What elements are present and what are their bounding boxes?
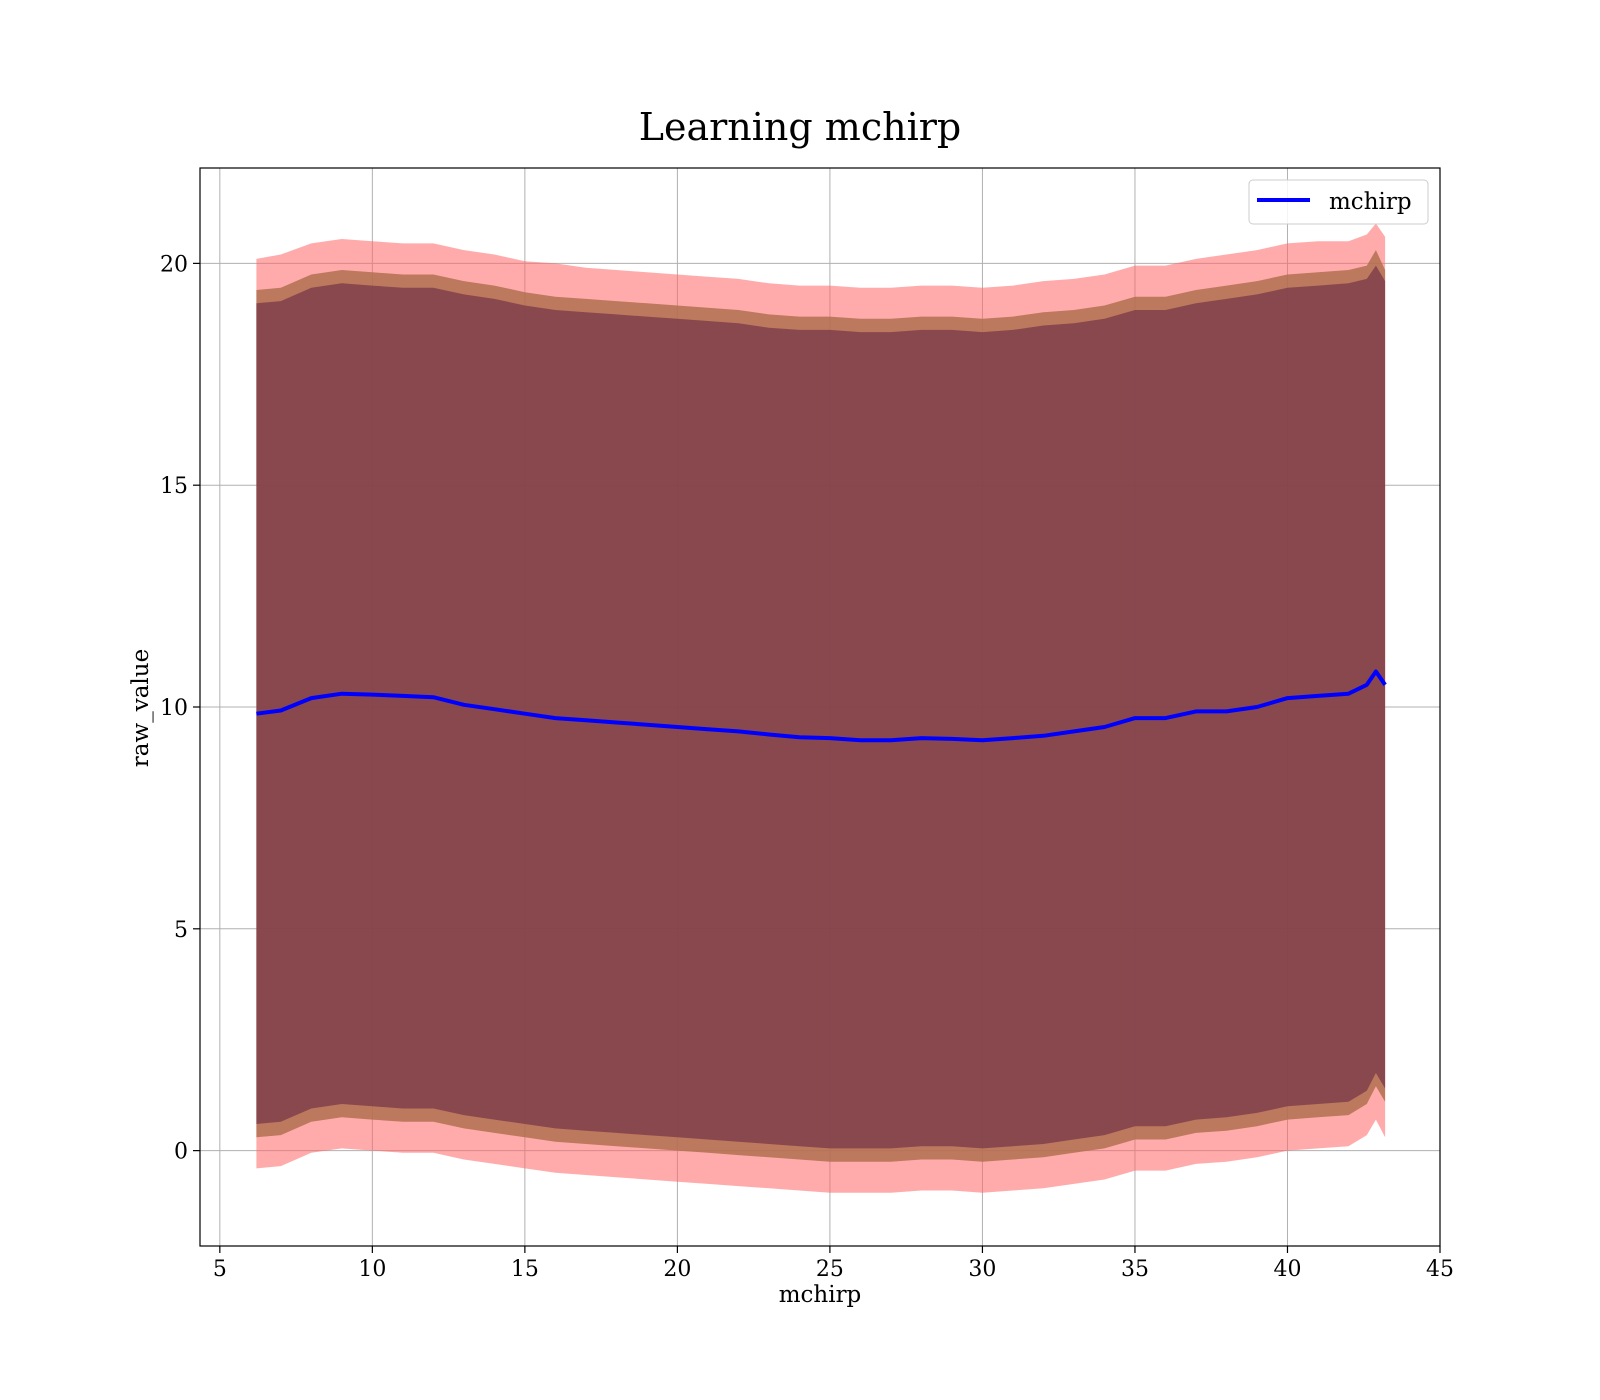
x-tick-label: 25: [816, 1257, 844, 1282]
x-axis-ticks: 5 10 15 20 25 30 35 40 45: [213, 1246, 1454, 1282]
x-tick-label: 5: [213, 1257, 227, 1282]
y-tick-label: 20: [160, 252, 188, 277]
y-tick-label: 10: [160, 696, 188, 721]
y-tick-label: 15: [160, 474, 188, 499]
series-line-mchirp: [256, 669, 1387, 743]
legend-frame: [1248, 179, 1429, 225]
chart-title: Learning mchirp: [639, 105, 961, 149]
x-tick-label: 15: [511, 1257, 539, 1282]
x-tick-label: 10: [358, 1257, 386, 1282]
x-tick-label: 45: [1426, 1257, 1454, 1282]
y-tick-label: 5: [174, 918, 188, 943]
x-tick-label: 20: [663, 1257, 691, 1282]
y-axis-label: raw_value: [128, 649, 154, 767]
series-lines: [256, 669, 1387, 743]
y-axis-ticks: 0 5 10 15 20: [160, 252, 200, 1165]
legend-label: mchirp: [1329, 189, 1412, 215]
confidence-bands: [256, 223, 1386, 1193]
x-tick-label: 35: [1121, 1257, 1149, 1282]
band-inner: [256, 265, 1386, 1149]
x-tick-label: 40: [1273, 1257, 1301, 1282]
legend: mchirp: [1248, 179, 1429, 225]
x-tick-label: 30: [968, 1257, 996, 1282]
y-tick-label: 0: [174, 1140, 188, 1165]
x-axis-label: mchirp: [779, 1282, 862, 1308]
